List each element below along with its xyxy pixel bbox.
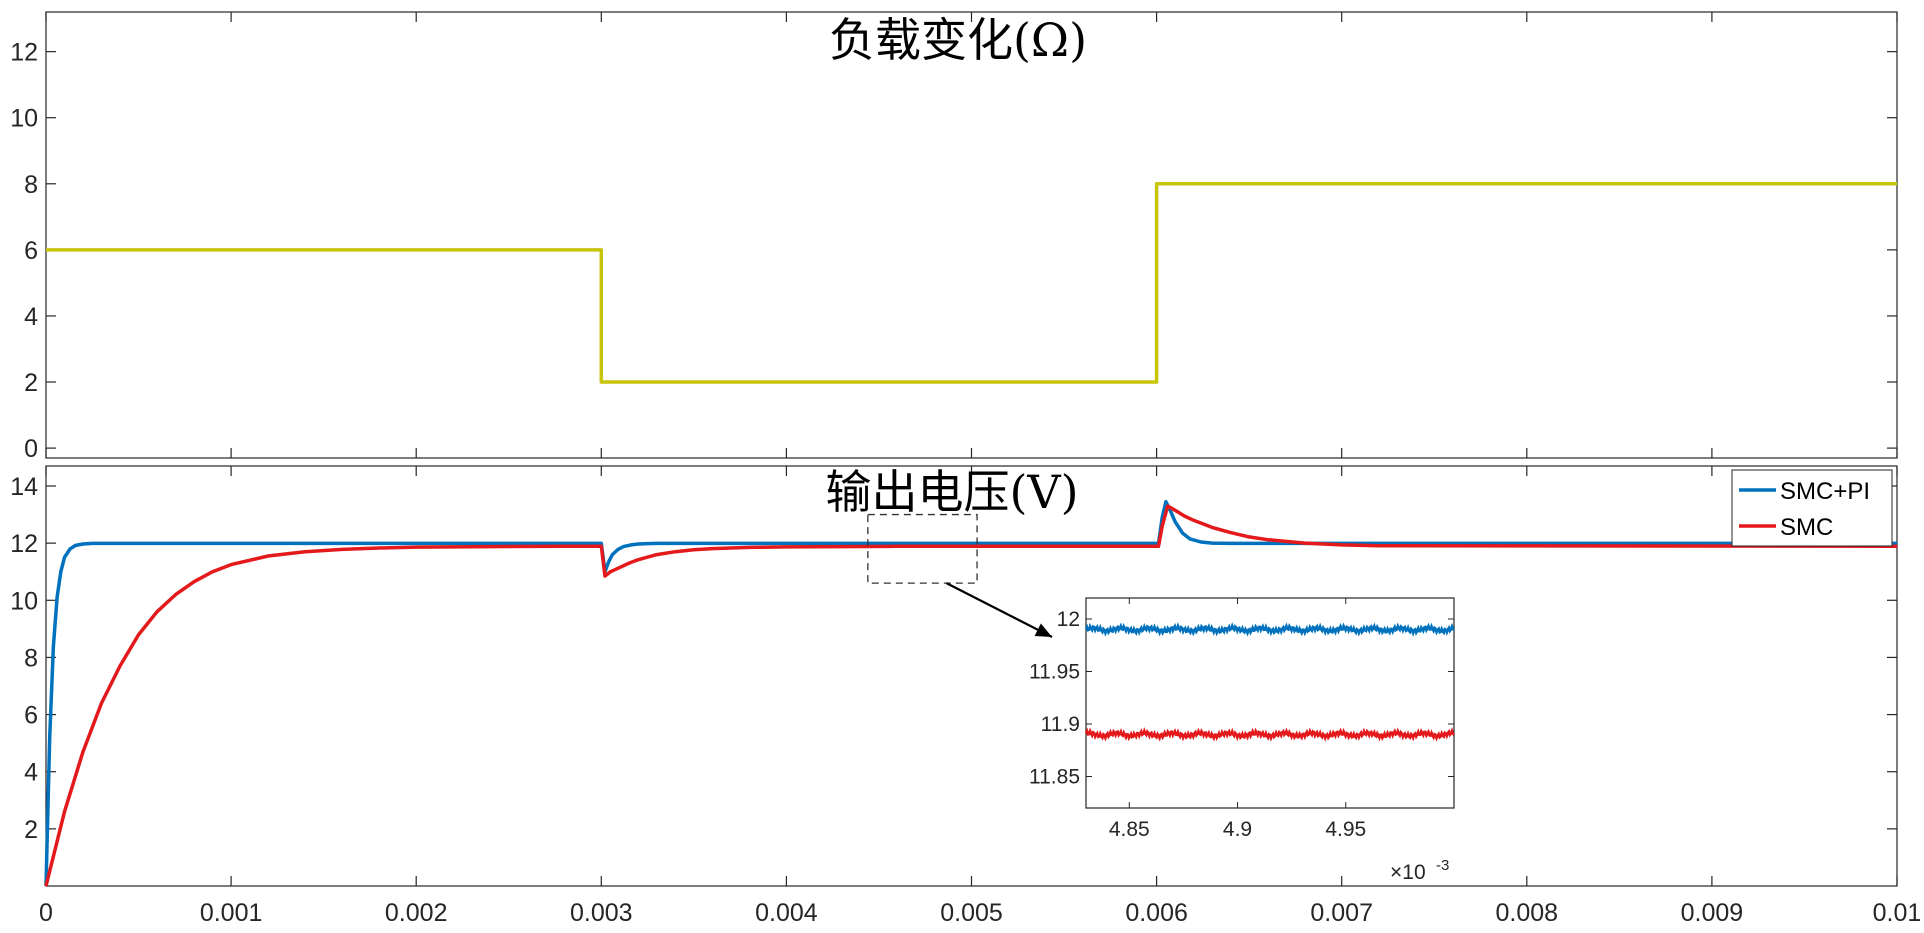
load-panel: 0 2 4 6 8 10 12 负载变化(Ω) bbox=[10, 11, 1898, 463]
inset-series bbox=[1084, 621, 1455, 742]
voltage-xtick-label: 0.007 bbox=[1310, 899, 1373, 927]
inset-ytick-label: 11.85 bbox=[1029, 766, 1080, 789]
voltage-panel: 2 4 6 8 10 12 14 0 0.001 0.002 0.003 0.004 0.005 0.0… bbox=[10, 465, 1921, 927]
load-x-ticks bbox=[45, 12, 1898, 458]
inset-x-multiplier-exponent: -3 bbox=[1436, 857, 1449, 874]
voltage-xtick-label: 0.009 bbox=[1681, 899, 1744, 927]
voltage-xtick-label: 0.003 bbox=[570, 899, 633, 927]
inset-xtick-label: 4.9 bbox=[1223, 818, 1252, 841]
voltage-xtick-label: 0.01 bbox=[1873, 899, 1922, 927]
inset-ytick-label: 11.95 bbox=[1029, 661, 1080, 684]
voltage-xtick-label: 0.004 bbox=[755, 899, 818, 927]
voltage-x-ticks: 0 0.001 0.002 0.003 0.004 0.005 0.006 0.007 0.00… bbox=[39, 466, 1921, 927]
load-ytick-label: 4 bbox=[24, 303, 38, 331]
load-ytick-label: 6 bbox=[24, 237, 38, 265]
inset-series-line-1 bbox=[1084, 727, 1455, 742]
load-ytick-label: 12 bbox=[10, 39, 38, 67]
voltage-ytick-label: 12 bbox=[10, 530, 38, 558]
load-ytick-label: 8 bbox=[24, 171, 38, 199]
inset-xtick-label: 4.95 bbox=[1325, 818, 1366, 841]
inset-ytick-label: 11.9 bbox=[1041, 713, 1080, 736]
zoom-arrow-head bbox=[1034, 623, 1052, 637]
inset-ytick-label: 12 bbox=[1057, 608, 1080, 631]
load-ytick-label: 10 bbox=[10, 105, 38, 133]
legend-label-smc: SMC bbox=[1780, 514, 1833, 541]
voltage-ytick-label: 2 bbox=[24, 816, 38, 844]
voltage-ytick-label: 4 bbox=[24, 759, 38, 787]
voltage-series-line-1 bbox=[44, 504, 1898, 887]
load-panel-title: 负载变化(Ω) bbox=[829, 13, 1087, 67]
voltage-xtick-label: 0.008 bbox=[1496, 899, 1559, 927]
inset-series-line-0 bbox=[1084, 621, 1455, 637]
legend-box bbox=[1731, 469, 1893, 547]
voltage-ytick-label: 8 bbox=[24, 644, 38, 672]
inset-ticks: 11.85 11.9 11.95 12 4.85 4.9 4.95 bbox=[1029, 598, 1454, 841]
voltage-plot-frame bbox=[45, 465, 1898, 887]
voltage-xtick-label: 0 bbox=[39, 899, 53, 927]
load-series-line-0 bbox=[46, 182, 1897, 384]
voltage-xtick-label: 0.006 bbox=[1125, 899, 1188, 927]
voltage-panel-title: 输出电压(V) bbox=[825, 465, 1078, 519]
load-series bbox=[46, 182, 1897, 384]
voltage-ytick-label: 6 bbox=[24, 702, 38, 730]
voltage-y-ticks: 2 4 6 8 10 12 14 bbox=[10, 473, 1897, 844]
inset-zoom-plot: 11.85 11.9 11.95 12 4.85 4.9 4.95 ×10 -3 bbox=[1029, 597, 1455, 884]
voltage-xtick-label: 0.002 bbox=[385, 899, 448, 927]
legend: SMC+PI SMC bbox=[1731, 469, 1893, 547]
voltage-ytick-label: 10 bbox=[10, 587, 38, 615]
inset-x-multiplier: ×10 bbox=[1390, 861, 1426, 884]
zoom-box bbox=[867, 513, 978, 584]
zoom-arrow-shaft bbox=[945, 582, 1053, 638]
load-y-ticks: 0 2 4 6 8 10 12 bbox=[10, 39, 1897, 463]
voltage-series-line-0 bbox=[44, 499, 1897, 887]
load-plot-frame bbox=[45, 11, 1898, 459]
voltage-xtick-label: 0.005 bbox=[940, 899, 1003, 927]
voltage-series bbox=[44, 499, 1898, 887]
voltage-ytick-label: 14 bbox=[10, 473, 38, 501]
legend-label-smc-pi: SMC+PI bbox=[1780, 478, 1870, 505]
load-ytick-label: 0 bbox=[24, 435, 38, 463]
zoom-indicator bbox=[867, 513, 1053, 638]
inset-xtick-label: 4.85 bbox=[1109, 818, 1150, 841]
load-ytick-label: 2 bbox=[24, 369, 38, 397]
voltage-xtick-label: 0.001 bbox=[200, 899, 263, 927]
